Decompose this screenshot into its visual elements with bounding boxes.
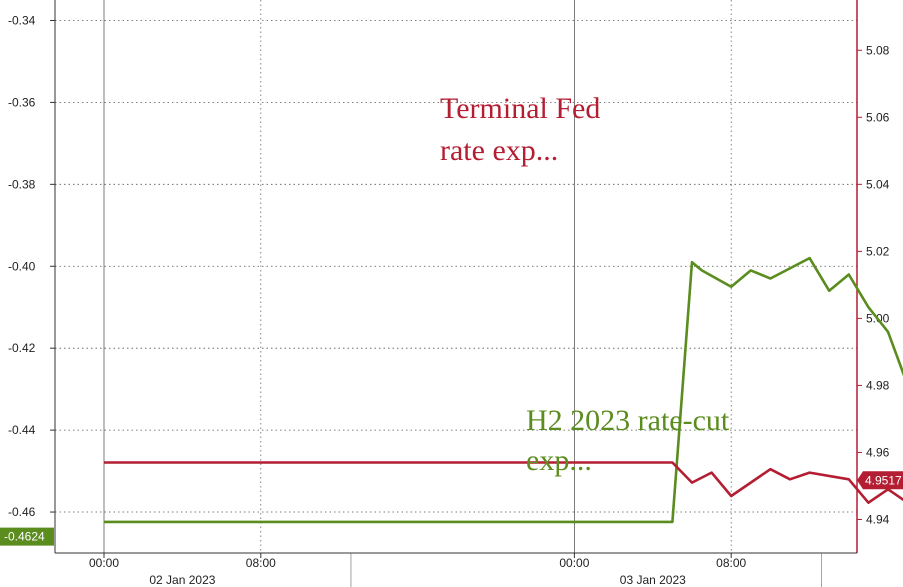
x-tick-label-0: 00:00 <box>89 556 119 570</box>
x-tick-label-3: 08:00 <box>716 556 746 570</box>
right-tick-label-2: 5.04 <box>866 177 890 191</box>
right-tick-label-7: 4.94 <box>866 512 890 526</box>
right-tick-label-3: 5.02 <box>866 244 890 258</box>
right-tick-label-1: 5.06 <box>866 110 890 124</box>
axes-layer: -0.34 -0.36 -0.38 -0.40 -0.42 -0.44 -0.46 5.08 5… <box>8 0 890 587</box>
annotation-terminal-fed-line1: Terminal Fed <box>440 92 600 125</box>
grid-layer <box>55 0 857 553</box>
left-tick-label-2: -0.38 <box>8 177 36 191</box>
left-tick-label-1: -0.36 <box>8 95 36 109</box>
left-tick-label-0: -0.34 <box>8 13 36 27</box>
left-tick-label-6: -0.46 <box>8 505 36 519</box>
right-tick-label-0: 5.08 <box>866 43 890 57</box>
right-value-badge-label: 4.9517 <box>865 473 902 487</box>
left-value-badge-label: -0.4624 <box>4 530 45 544</box>
right-tick-label-6: 4.96 <box>866 445 890 459</box>
x-date-label-1: 03 Jan 2023 <box>620 573 686 587</box>
series-line-1 <box>104 461 903 505</box>
x-tick-label-1: 08:00 <box>246 556 276 570</box>
annotation-layer: Terminal Fed rate exp... H2 2023 rate-cu… <box>440 92 730 477</box>
right-value-badge <box>857 471 903 490</box>
value-badge-layer: -0.4624 4.9517 <box>0 471 903 546</box>
annotation-terminal-fed-line2: rate exp... <box>440 134 558 167</box>
right-tick-label-5: 4.98 <box>866 378 890 392</box>
left-tick-label-3: -0.40 <box>8 259 36 273</box>
annotation-rate-cut-line2: exp... <box>526 444 592 477</box>
left-tick-label-4: -0.42 <box>8 341 36 355</box>
left-value-badge <box>0 527 54 546</box>
x-date-label-0: 02 Jan 2023 <box>149 573 215 587</box>
annotation-rate-cut-line1: H2 2023 rate-cut <box>526 404 730 437</box>
left-tick-label-5: -0.44 <box>8 423 36 437</box>
x-tick-label-2: 00:00 <box>559 556 589 570</box>
